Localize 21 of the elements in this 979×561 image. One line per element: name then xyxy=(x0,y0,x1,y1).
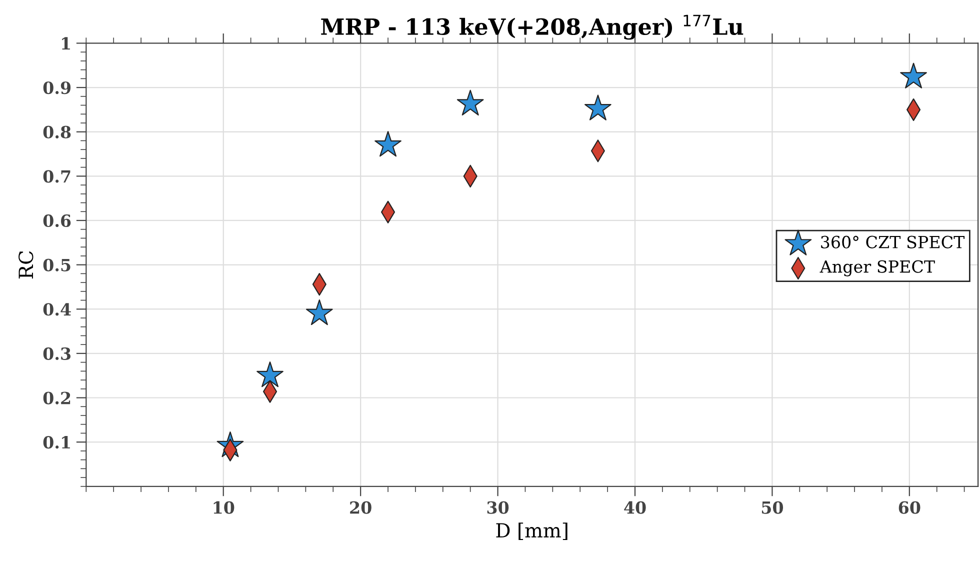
y-axis-title: RC xyxy=(18,251,34,278)
x-tick-label: 50 xyxy=(762,501,784,514)
legend-label: 360° CZT SPECT xyxy=(821,236,965,248)
y-tick-label: 0.1 xyxy=(43,436,70,449)
y-tick-label: 0.4 xyxy=(43,303,71,316)
x-tick-label: 40 xyxy=(624,501,646,514)
y-tick-label: 0.5 xyxy=(43,258,70,272)
y-tick-label: 0.3 xyxy=(43,347,71,360)
x-tick-label: 60 xyxy=(898,501,920,514)
legend-label: Anger SPECT xyxy=(820,260,935,276)
y-tick-label: 0.2 xyxy=(43,392,70,404)
chart-title: MRP - 113 keV(+208,Anger) $^{177}$Lu xyxy=(321,14,744,40)
x-tick-label: 20 xyxy=(350,501,372,514)
x-axis-title: D [mm] xyxy=(496,522,568,540)
x-tick-label: 30 xyxy=(487,501,509,514)
y-tick-label: 1 xyxy=(62,37,70,50)
y-tick-label: 0.9 xyxy=(43,81,71,94)
y-tick-label: 0.6 xyxy=(43,214,71,228)
x-tick-label: 10 xyxy=(214,501,234,514)
y-tick-label: 0.8 xyxy=(43,126,71,138)
y-tick-label: 0.7 xyxy=(43,170,70,183)
